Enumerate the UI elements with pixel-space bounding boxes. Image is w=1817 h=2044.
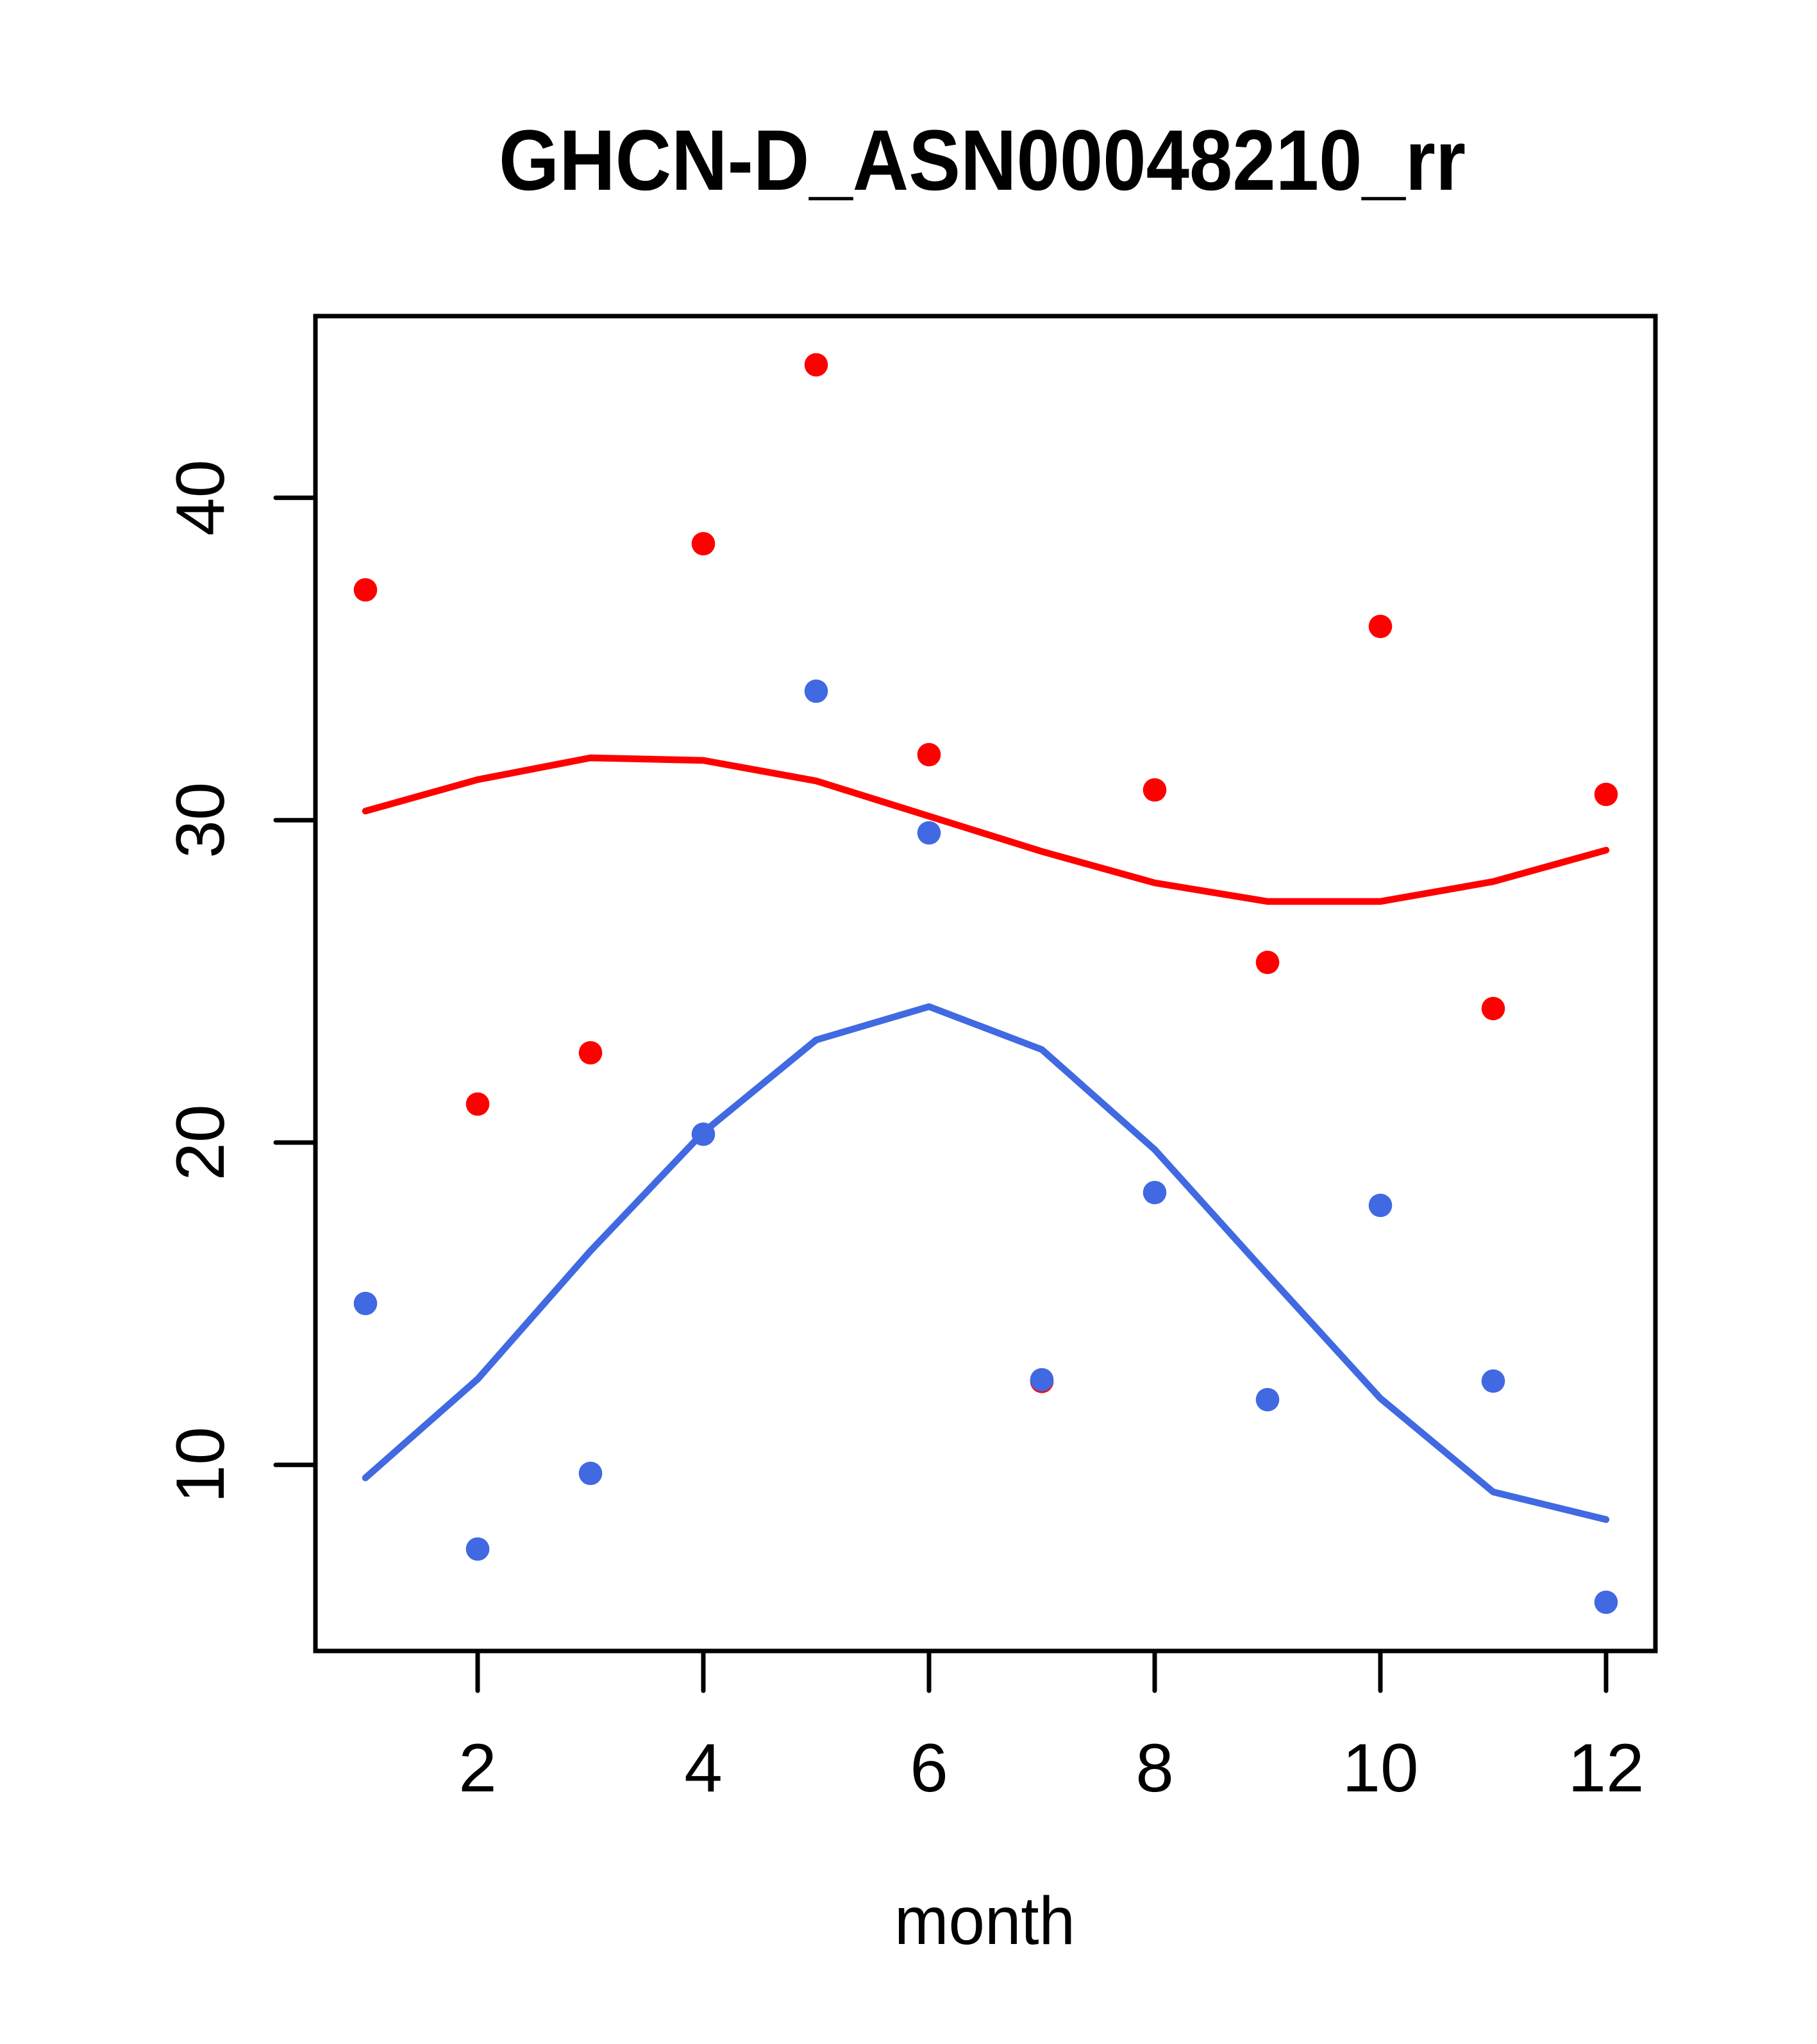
svg-text:12: 12: [1568, 1729, 1644, 1806]
svg-text:6: 6: [910, 1729, 948, 1806]
svg-text:20: 20: [162, 1104, 239, 1180]
svg-text:8: 8: [1135, 1729, 1174, 1806]
svg-text:30: 30: [162, 782, 239, 859]
svg-text:10: 10: [162, 1427, 239, 1503]
svg-text:GHCN-D_ASN00048210_rr: GHCN-D_ASN00048210_rr: [499, 112, 1466, 208]
svg-text:2: 2: [458, 1729, 497, 1806]
svg-text:month: month: [894, 1882, 1075, 1959]
svg-text:40: 40: [162, 460, 239, 536]
svg-text:10: 10: [1342, 1729, 1418, 1806]
svg-text:4: 4: [684, 1729, 723, 1806]
